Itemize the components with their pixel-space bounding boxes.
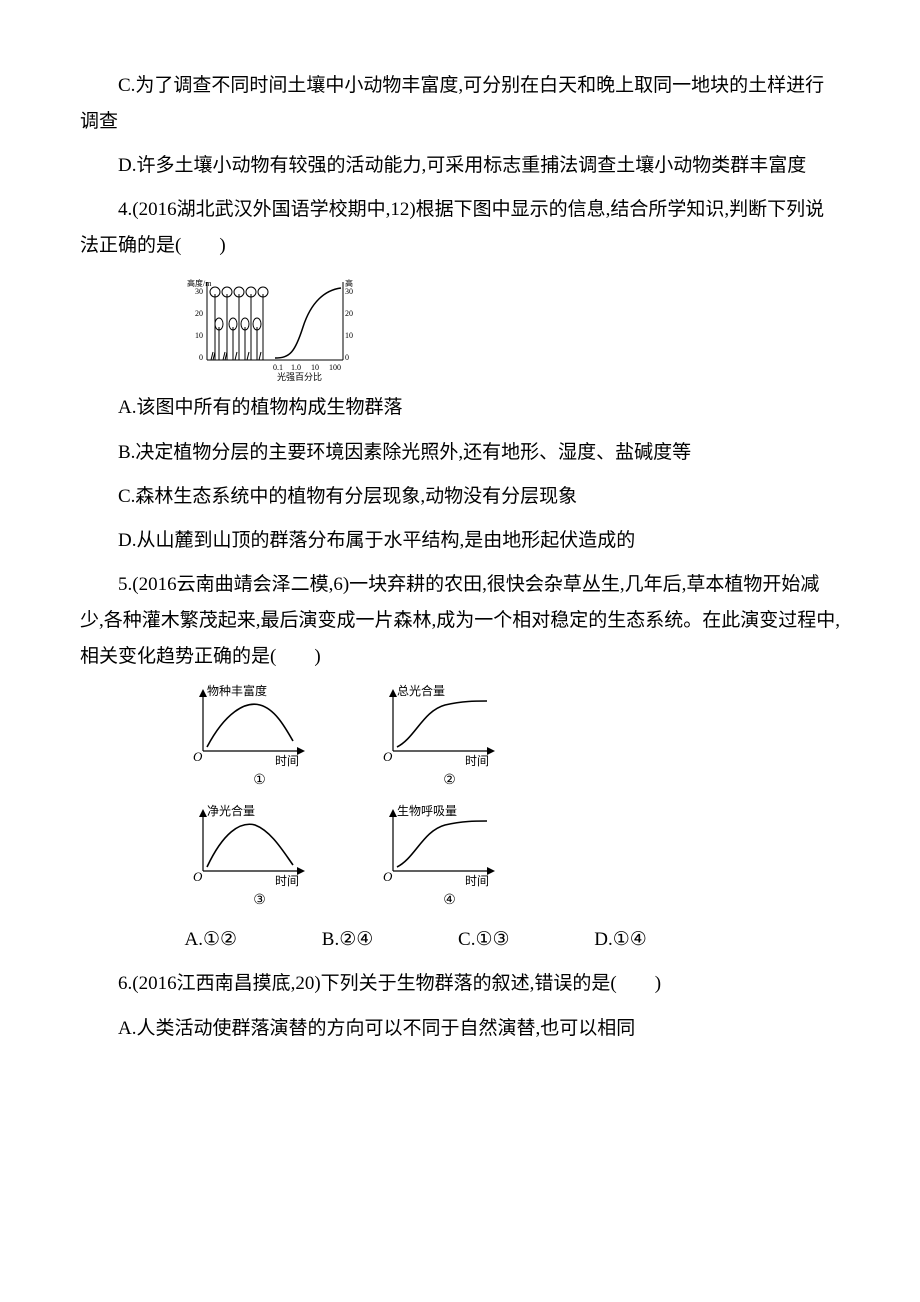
q4-figure: 高度/m 30 20 10 0 30 20 10 0 高 0.1 (185, 272, 841, 382)
svg-text:0: 0 (199, 353, 203, 362)
svg-text:O: O (193, 869, 203, 884)
q3-option-c: C.为了调查不同时间土壤中小动物丰富度,可分别在白天和晚上取同一地块的土样进行调… (80, 68, 840, 140)
q5-option-c: C.①③ (458, 922, 510, 958)
q5-chart-3: 净光合量 时间 O ③ (185, 803, 335, 915)
svg-text:光强百分比: 光强百分比 (277, 371, 322, 382)
q5-options: A.①② B.②④ C.①③ D.①④ (80, 922, 840, 958)
svg-text:20: 20 (195, 309, 203, 318)
chart3-num: ③ (185, 888, 335, 915)
q5-chart-4: 生物呼吸量 时间 O ④ (375, 803, 525, 915)
svg-text:O: O (383, 869, 393, 884)
svg-text:20: 20 (345, 309, 353, 318)
q4-stem: 4.(2016湖北武汉外国语学校期中,12)根据下图中显示的信息,结合所学知识,… (80, 192, 840, 264)
chart3-xlabel: 时间 (275, 874, 299, 888)
chart2-num: ② (375, 768, 525, 795)
q4-option-c: C.森林生态系统中的植物有分层现象,动物没有分层现象 (80, 479, 840, 515)
chart2-xlabel: 时间 (465, 754, 489, 768)
svg-text:0: 0 (345, 353, 349, 362)
svg-text:0.1: 0.1 (273, 363, 283, 372)
svg-text:100: 100 (329, 363, 341, 372)
chart4-num: ④ (375, 888, 525, 915)
svg-text:O: O (193, 749, 203, 764)
chart1-ylabel: 物种丰富度 (207, 683, 267, 698)
q5-option-b: B.②④ (322, 922, 374, 958)
chart4-xlabel: 时间 (465, 874, 489, 888)
chart1-xlabel: 时间 (275, 754, 299, 768)
chart3-ylabel: 净光合量 (207, 803, 255, 818)
svg-text:10: 10 (195, 331, 203, 340)
q5-stem: 5.(2016云南曲靖会泽二模,6)一块弃耕的农田,很快会杂草丛生,几年后,草本… (80, 567, 840, 675)
chart2-ylabel: 总光合量 (397, 683, 445, 698)
svg-text:O: O (383, 749, 393, 764)
chart1-num: ① (185, 768, 335, 795)
q4-option-a: A.该图中所有的植物构成生物群落 (80, 390, 840, 426)
q5-chart-2: 总光合量 时间 O ② (375, 683, 525, 795)
q6-option-a: A.人类活动使群落演替的方向可以不同于自然演替,也可以相同 (80, 1011, 840, 1047)
q5-chart-1: 物种丰富度 时间 O ① (185, 683, 335, 795)
q4-option-d: D.从山麓到山顶的群落分布属于水平结构,是由地形起伏造成的 (80, 523, 840, 559)
svg-text:30: 30 (195, 287, 203, 296)
svg-text:10: 10 (345, 331, 353, 340)
svg-text:10: 10 (311, 363, 319, 372)
q5-option-d: D.①④ (594, 922, 647, 958)
q5-chart-grid: 物种丰富度 时间 O ① 总光合量 时间 O ② 净光合量 时间 O (185, 683, 841, 914)
svg-text:1.0: 1.0 (291, 363, 301, 372)
svg-text:高: 高 (345, 278, 353, 288)
q4-option-b: B.决定植物分层的主要环境因素除光照外,还有地形、湿度、盐碱度等 (80, 435, 840, 471)
q3-option-d: D.许多土壤小动物有较强的活动能力,可采用标志重捕法调查土壤小动物类群丰富度 (80, 148, 840, 184)
chart4-ylabel: 生物呼吸量 (397, 804, 457, 818)
q5-option-a: A.①② (185, 922, 238, 958)
q6-stem: 6.(2016江西南昌摸底,20)下列关于生物群落的叙述,错误的是( ) (80, 966, 840, 1002)
svg-text:30: 30 (345, 287, 353, 296)
